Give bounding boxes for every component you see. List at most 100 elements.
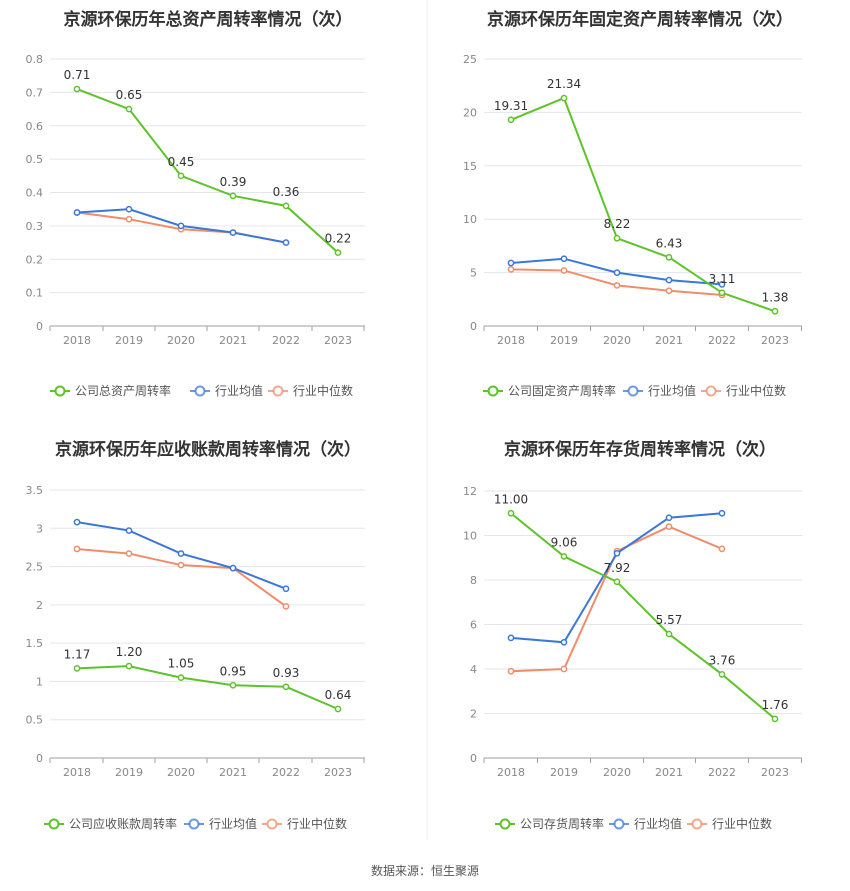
data-point-median	[177, 561, 185, 569]
data-point-median	[665, 523, 673, 530]
data-point-avg	[177, 550, 185, 557]
x-tick-label: 2023	[324, 766, 352, 779]
data-point-company	[507, 116, 515, 124]
y-tick-label: 0.7	[26, 86, 44, 99]
data-point-company	[718, 670, 726, 678]
data-label: 6.43	[656, 236, 683, 250]
data-point-median	[125, 550, 133, 557]
legend-swatch-marker	[48, 818, 60, 830]
y-tick-label: 20	[463, 106, 477, 119]
y-tick-label: 4	[470, 663, 477, 676]
data-point-avg	[560, 255, 568, 263]
data-point-avg	[282, 585, 290, 593]
x-tick-label: 2021	[655, 334, 683, 347]
legend-label: 公司应收账款周转率	[69, 816, 177, 831]
legend-label: 行业均值	[648, 383, 696, 398]
y-tick-label: 0.5	[26, 714, 44, 727]
legend-label: 公司存货周转率	[520, 816, 604, 831]
data-point-avg	[73, 209, 81, 216]
data-point-avg	[665, 514, 673, 522]
x-tick-label: 2019	[550, 766, 578, 779]
legend-item-company: 公司固定资产周转率	[483, 383, 616, 398]
data-point-company	[282, 683, 290, 691]
data-point-median	[507, 266, 515, 273]
data-point-company	[73, 665, 81, 672]
data-label: 1.76	[762, 698, 789, 712]
data-point-company	[334, 249, 342, 256]
data-point-company	[718, 289, 726, 297]
legend-item-avg: 行业均值	[623, 383, 696, 398]
data-point-avg	[507, 634, 515, 642]
y-tick-label: 0	[36, 752, 43, 765]
legend-item-company: 公司总资产周转率	[50, 383, 171, 398]
y-tick-label: 0.5	[26, 153, 44, 166]
data-point-median	[73, 545, 81, 553]
series-line-company	[76, 665, 339, 710]
data-point-avg	[560, 638, 568, 646]
series-line-company	[510, 512, 776, 720]
legend-item-avg: 行业均值	[184, 816, 257, 831]
data-label: 0.45	[168, 155, 195, 169]
data-label: 0.95	[220, 664, 247, 678]
data-label: 1.05	[168, 657, 195, 671]
data-label: 0.22	[325, 232, 352, 246]
legend-item-company: 公司应收账款周转率	[44, 816, 177, 831]
chart-title: 京源环保历年存货周转率情况（次）	[504, 439, 776, 460]
data-point-median	[665, 287, 673, 295]
data-point-company	[229, 192, 237, 200]
data-point-avg	[73, 518, 81, 526]
y-tick-label: 12	[463, 485, 477, 498]
legend-label: 行业中位数	[726, 383, 786, 398]
y-tick-label: 3	[36, 522, 43, 535]
data-label: 1.38	[762, 290, 789, 304]
y-tick-label: 0	[470, 320, 477, 333]
data-point-avg	[665, 276, 673, 284]
data-point-avg	[282, 239, 290, 246]
y-tick-label: 15	[463, 160, 477, 173]
data-point-company	[665, 630, 673, 638]
x-tick-label: 2023	[761, 766, 789, 779]
y-tick-label: 0	[36, 320, 43, 333]
chart-title: 京源环保历年应收账款周转率情况（次）	[55, 439, 361, 460]
data-label: 1.17	[64, 647, 91, 661]
data-point-company	[177, 172, 185, 180]
data-point-company	[560, 94, 568, 102]
data-point-company	[334, 705, 342, 713]
chart-panel-2: 京源环保历年固定资产周转率情况（次） 0 5 10 15 20 25 2018 2019 2020…	[463, 9, 802, 398]
series-line-company	[76, 88, 339, 254]
y-tick-label: 6	[470, 619, 477, 632]
series-line-median	[76, 547, 287, 608]
legend-swatch-marker	[266, 818, 278, 830]
data-point-avg	[613, 549, 621, 557]
y-tick-label: 2.5	[26, 561, 44, 574]
legend-label: 行业中位数	[287, 816, 347, 831]
legend-item-avg: 行业均值	[609, 816, 682, 831]
data-label: 0.36	[273, 185, 300, 199]
x-tick-label: 2022	[708, 334, 736, 347]
data-label: 11.00	[494, 492, 528, 506]
data-point-company	[613, 578, 621, 586]
y-tick-label: 0	[470, 752, 477, 765]
data-point-avg	[229, 229, 237, 236]
data-label: 9.06	[551, 535, 578, 549]
data-label: 0.93	[273, 666, 300, 680]
legend-label: 行业均值	[209, 816, 257, 831]
y-tick-label: 10	[463, 530, 477, 543]
x-tick-label: 2020	[603, 334, 631, 347]
chart-panel-1: 京源环保历年总资产周转率情况（次） 0 0.1 0.2 0.3 0.4 0.5 0.6 0.7 0…	[26, 9, 365, 398]
chart-panel-3: 京源环保历年应收账款周转率情况（次） 0 0.5 1 1.5 2 2.5 3 3.5 2018 20…	[26, 439, 365, 831]
x-tick-label: 2019	[115, 766, 143, 779]
data-point-avg	[125, 205, 133, 213]
data-point-avg	[125, 527, 133, 534]
x-tick-label: 2018	[63, 334, 91, 347]
data-point-median	[125, 215, 133, 223]
data-label: 0.39	[220, 175, 247, 189]
x-tick-label: 2021	[219, 766, 247, 779]
y-tick-label: 0.3	[26, 220, 44, 233]
chart-title: 京源环保历年总资产周转率情况（次）	[64, 9, 353, 30]
y-tick-label: 5	[470, 267, 477, 280]
series-line-company	[510, 96, 776, 313]
data-point-company	[229, 681, 237, 689]
legend-item-avg: 行业均值	[190, 383, 263, 398]
data-point-median	[282, 603, 290, 610]
